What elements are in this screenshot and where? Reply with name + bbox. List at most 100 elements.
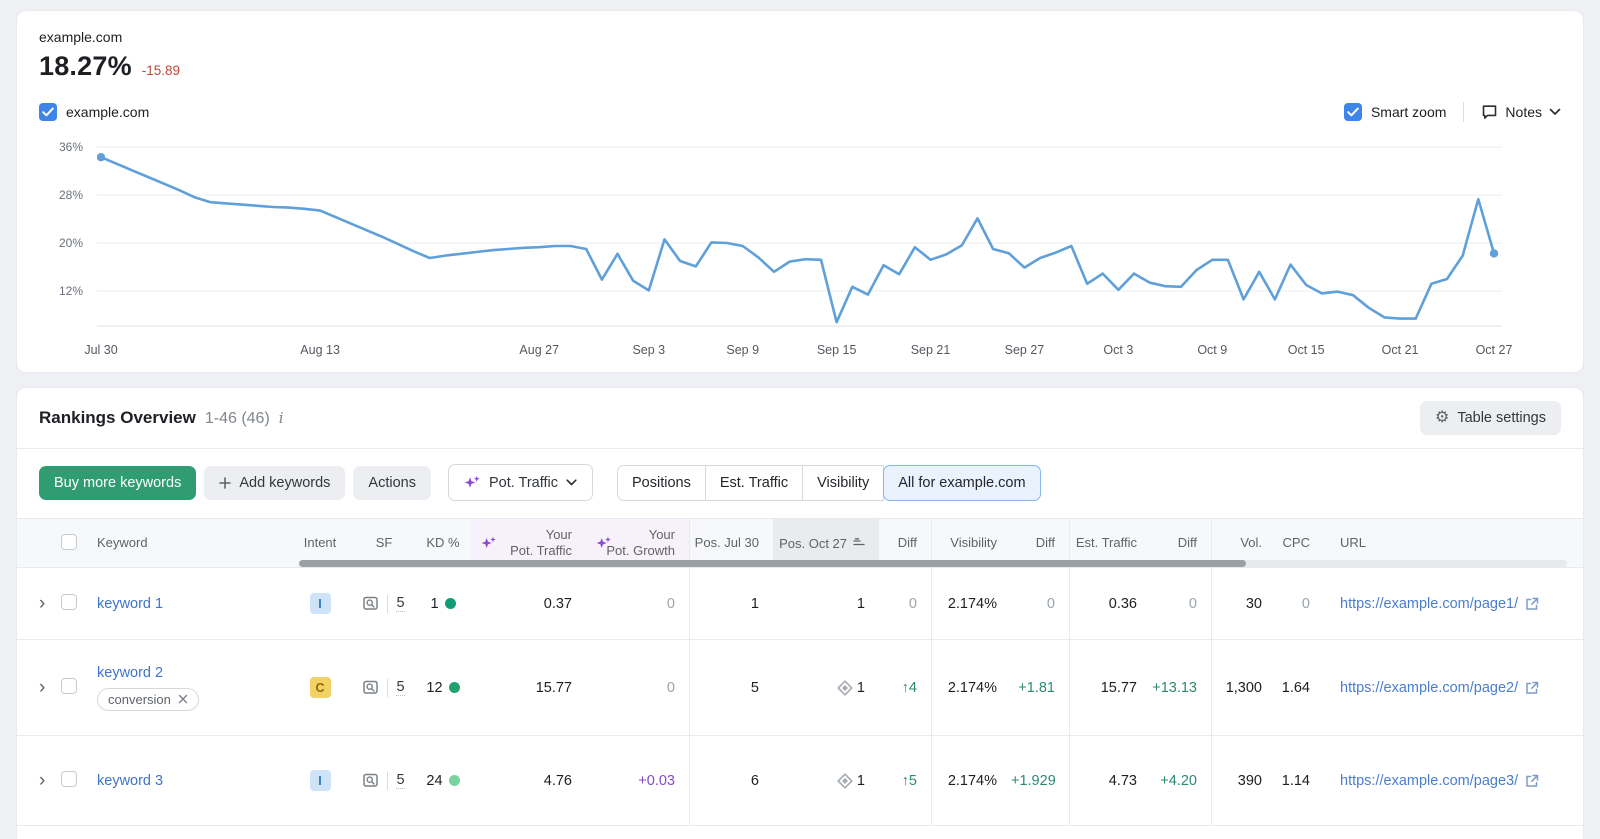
intent-badge-informational[interactable]: I	[309, 770, 331, 791]
y-axis-label: 12%	[58, 284, 83, 298]
col-url[interactable]: URL	[1340, 534, 1367, 550]
url-link[interactable]: https://example.com/page1/	[1340, 595, 1519, 612]
divider	[387, 594, 389, 613]
col-sf[interactable]: SF	[375, 534, 393, 550]
tab-visibility[interactable]: Visibility	[802, 464, 885, 501]
serp-features-icon[interactable]	[363, 680, 379, 695]
sf-count[interactable]: 5	[396, 595, 405, 612]
external-link-icon[interactable]	[1525, 597, 1539, 611]
table-settings-label: Table settings	[1457, 410, 1546, 426]
tab-all-for-domain[interactable]: All for example.com	[883, 464, 1041, 501]
visibility-metric-delta: -15.89	[141, 63, 181, 78]
col-keyword[interactable]: Keyword	[97, 534, 148, 550]
col-diff-pos[interactable]: Diff	[897, 534, 917, 550]
url-link[interactable]: https://example.com/page3/	[1340, 772, 1519, 789]
col-label: Your	[648, 526, 675, 542]
intent-badge-commercial[interactable]: C	[309, 677, 331, 698]
check-icon	[42, 107, 54, 117]
kd-difficulty-dot	[448, 682, 460, 693]
row-checkbox[interactable]	[61, 677, 77, 694]
col-cpc[interactable]: CPC	[1282, 534, 1310, 550]
keyword-link[interactable]: keyword 1	[97, 595, 164, 612]
tab-label: Positions	[632, 474, 691, 491]
x-axis-label: Oct 3	[1103, 343, 1134, 357]
cpc-value: 1.14	[1281, 772, 1310, 789]
serp-features-icon[interactable]	[363, 596, 379, 611]
metric-dropdown[interactable]: Pot. Traffic	[447, 464, 594, 501]
pos-oct27-value: 1	[856, 595, 865, 612]
check-icon	[1347, 107, 1359, 117]
divider	[387, 771, 389, 790]
notes-label: Notes	[1505, 104, 1542, 120]
pos-jul30-value: 1	[750, 595, 759, 612]
tab-est-traffic[interactable]: Est. Traffic	[704, 464, 804, 501]
kd-difficulty-dot	[444, 598, 456, 609]
col-diff-traffic[interactable]: Diff	[1177, 534, 1197, 550]
intent-badge-informational[interactable]: I	[309, 593, 331, 614]
ai-sparkle-icon	[481, 536, 496, 548]
keyword-link[interactable]: keyword 3	[97, 772, 164, 789]
visibility-value: 2.174%	[947, 595, 997, 612]
keyword-tag[interactable]: conversion	[97, 687, 199, 711]
est-traffic-diff-value: +13.13	[1152, 679, 1197, 696]
pot-traffic-value: 15.77	[535, 679, 572, 696]
divider	[17, 448, 1583, 449]
add-keywords-button[interactable]: Add keywords	[204, 465, 346, 500]
table-settings-button[interactable]: ⚙ Table settings	[1419, 401, 1561, 435]
add-keywords-label: Add keywords	[239, 474, 331, 491]
select-all-checkbox[interactable]	[61, 533, 77, 550]
actions-button[interactable]: Actions	[353, 465, 431, 500]
col-intent[interactable]: Intent	[303, 534, 337, 550]
col-volume[interactable]: Vol.	[1211, 519, 1276, 567]
notes-button[interactable]: Notes	[1481, 104, 1561, 120]
col-kd[interactable]: KD %	[426, 534, 460, 550]
x-axis-label: Sep 3	[632, 343, 666, 357]
col-est-traffic[interactable]: Est. Traffic	[1069, 519, 1151, 567]
pos-oct27-value: 1	[856, 679, 865, 696]
kd-value: 24	[426, 772, 443, 789]
url-link[interactable]: https://example.com/page2/	[1340, 679, 1519, 696]
row-checkbox[interactable]	[61, 593, 77, 610]
col-pot-traffic[interactable]: Your Pot. Traffic	[471, 519, 586, 567]
sf-count[interactable]: 5	[396, 772, 405, 789]
col-pot-growth[interactable]: Your Pot. Growth	[586, 519, 689, 567]
horizontal-scrollbar-thumb[interactable]	[299, 560, 1246, 567]
remove-tag-icon[interactable]	[178, 694, 188, 704]
domain-series-label: example.com	[66, 104, 150, 120]
keyword-link[interactable]: keyword 2	[97, 664, 164, 681]
serp-feature-diamond-icon[interactable]	[837, 772, 853, 789]
buy-more-keywords-button[interactable]: Buy more keywords	[39, 465, 197, 500]
volume-value: 390	[1237, 772, 1262, 789]
chart-y-axis: 36% 28% 20% 12%	[39, 138, 97, 334]
serp-feature-diamond-icon[interactable]	[837, 679, 853, 696]
external-link-icon[interactable]	[1525, 681, 1539, 695]
col-diff-vis[interactable]: Diff	[1035, 534, 1055, 550]
rankings-overview-card: Rankings Overview 1-46 (46) i ⚙ Table se…	[16, 387, 1584, 839]
visibility-diff-value: +1.81	[1018, 679, 1055, 696]
info-icon[interactable]: i	[278, 409, 284, 427]
domain-series-checkbox[interactable]	[39, 103, 57, 121]
x-axis-label: Sep 27	[1004, 343, 1045, 357]
chart-x-axis: Jul 30 Aug 13 Aug 27 Sep 3 Sep 9 Sep 15 Sep 21…	[39, 334, 1561, 366]
serp-features-icon[interactable]	[363, 773, 379, 788]
sf-count[interactable]: 5	[396, 679, 405, 696]
col-pos-jul30[interactable]: Pos. Jul 30	[689, 519, 773, 567]
pos-diff-value: 0	[908, 595, 917, 612]
expand-row-chevron[interactable]: ›	[39, 677, 46, 698]
x-axis-label: Jul 30	[84, 343, 118, 357]
expand-row-chevron[interactable]: ›	[39, 593, 46, 614]
smart-zoom-checkbox[interactable]	[1343, 103, 1362, 121]
x-axis-label: Sep 21	[910, 343, 951, 357]
external-link-icon[interactable]	[1525, 774, 1539, 788]
table-row: › keyword 1 I 5 1 0.37 0 1 1 0 2.174% 0 …	[17, 568, 1583, 640]
col-visibility[interactable]: Visibility	[931, 519, 1011, 567]
tab-positions[interactable]: Positions	[617, 464, 706, 501]
buy-more-keywords-label: Buy more keywords	[54, 474, 182, 491]
tab-label: All for example.com	[898, 474, 1026, 491]
volume-value: 1,300	[1225, 679, 1262, 696]
visibility-trend-chart[interactable]: 36% 28% 20% 12%	[39, 138, 1561, 334]
row-checkbox[interactable]	[61, 770, 77, 787]
col-pos-oct27[interactable]: Pos. Oct 27	[773, 519, 879, 567]
chevron-down-icon	[566, 479, 577, 486]
expand-row-chevron[interactable]: ›	[39, 770, 46, 791]
